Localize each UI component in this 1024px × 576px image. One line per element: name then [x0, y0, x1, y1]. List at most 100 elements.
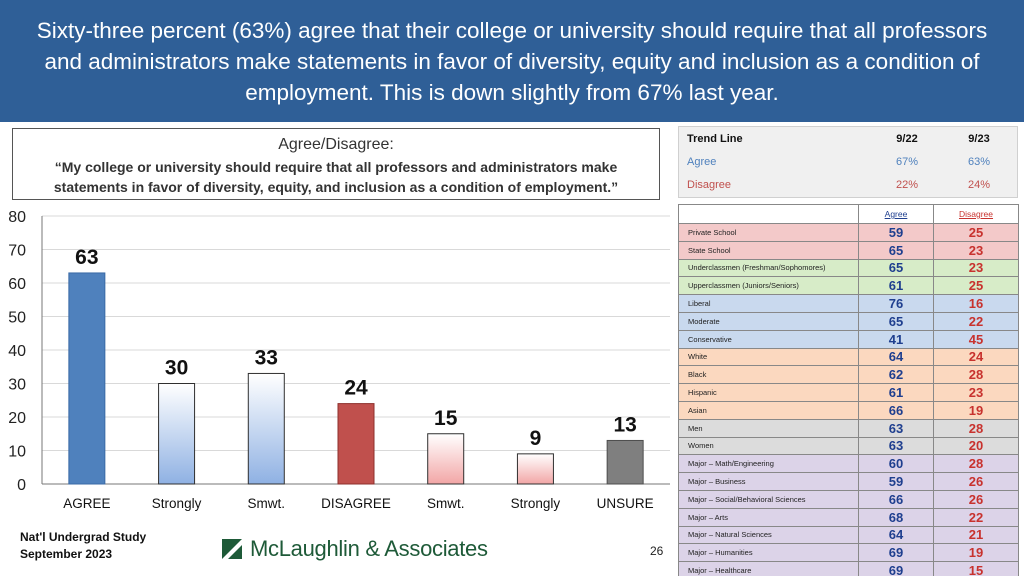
subgroup-agree-value: 66 — [858, 489, 934, 509]
subgroup-row: Major – Social/Behavioral Sciences 66 26 — [678, 489, 1019, 509]
subgroup-agree-value: 62 — [858, 365, 934, 385]
study-date: September 2023 — [20, 547, 113, 561]
headline-line-2: and administrators make statements in fa… — [44, 48, 980, 74]
trend-disagree-v1: 22% — [895, 179, 919, 191]
bar — [337, 403, 375, 485]
subgroup-label: Asian — [678, 400, 859, 420]
y-tick-label: 10 — [8, 444, 26, 461]
subgroup-table: Agree Disagree Private School 59 25 State S… — [678, 204, 1019, 576]
x-category-label: AGREE — [63, 496, 110, 511]
subgroup-disagree-value: 28 — [933, 454, 1019, 474]
logo-mark-icon — [222, 539, 242, 559]
subgroup-disagree-value: 45 — [933, 329, 1019, 349]
subgroup-label: Private School — [678, 223, 859, 242]
subgroup-disagree-value: 15 — [933, 561, 1019, 576]
trend-col-1: 9/22 — [896, 133, 918, 145]
subgroup-label: Major – Natural Sciences — [678, 525, 859, 545]
question-line-1: “My college or university should require… — [54, 159, 618, 175]
subgroup-row: Major – Healthcare 69 15 — [678, 561, 1019, 576]
x-category-label: Strongly — [152, 496, 202, 511]
subgroup-row: State School 65 23 — [678, 240, 1019, 260]
trend-header-row: Trend Line 9/22 9/23 — [679, 129, 1017, 151]
subgroup-label: Conservative — [678, 329, 859, 349]
subgroup-row: Conservative 41 45 — [678, 329, 1019, 349]
subgroup-row: Liberal 76 16 — [678, 294, 1019, 313]
question-title: Agree/Disagree: — [278, 136, 394, 153]
subgroup-agree-value: 65 — [858, 311, 934, 331]
y-tick-label: 50 — [8, 310, 26, 327]
subgroup-row: Private School 59 25 — [678, 223, 1019, 242]
bar — [158, 383, 196, 485]
subgroup-row: Upperclassmen (Juniors/Seniors) 61 25 — [678, 276, 1019, 296]
subgroup-disagree-value: 22 — [933, 311, 1019, 331]
subgroup-label: Black — [678, 365, 859, 385]
y-tick-label: 70 — [8, 243, 26, 260]
subgroup-label: Liberal — [678, 294, 859, 313]
subgroup-agree-value: 63 — [858, 418, 934, 438]
bar — [516, 453, 554, 485]
trend-agree-label: Agree — [687, 156, 717, 168]
subgroup-label: Underclassmen (Freshman/Sophomores) — [678, 258, 859, 278]
subgroup-header-row: Agree Disagree — [678, 204, 1019, 224]
subgroup-rows: Private School 59 25 State School 65 23 Underc… — [678, 223, 1019, 576]
subgroup-agree-value: 76 — [858, 294, 934, 313]
trend-col-2: 9/23 — [968, 133, 990, 145]
bar-value-label: 30 — [165, 357, 188, 380]
subgroup-row: Men 63 28 — [678, 418, 1019, 438]
subgroup-label: Moderate — [678, 311, 859, 331]
y-tick-label: 80 — [8, 209, 26, 226]
question-line-2: statements in favor of diversity, equity… — [53, 179, 619, 195]
subgroup-disagree-value: 25 — [933, 223, 1019, 242]
subgroup-disagree-value: 26 — [933, 489, 1019, 509]
trend-disagree-label: Disagree — [687, 179, 732, 191]
subgroup-row: Major – Business 59 26 — [678, 472, 1019, 491]
subgroup-row: Major – Humanities 69 19 — [678, 543, 1019, 563]
x-axis-labels: AGREE Strongly Smwt. DISAGREE Smwt. Strongly U… — [63, 496, 653, 511]
trend-agree-v2: 63% — [967, 156, 991, 168]
subgroup-agree-value: 64 — [858, 525, 934, 545]
subgroup-disagree-value: 28 — [933, 365, 1019, 385]
subgroup-disagree-value: 23 — [933, 383, 1019, 402]
x-category-label: Smwt. — [427, 496, 465, 511]
chart-bars — [68, 272, 644, 485]
y-axis-ticks: 0 10 20 30 40 50 60 70 80 — [8, 209, 26, 494]
bar — [427, 433, 465, 485]
trend-title: Trend Line — [687, 133, 743, 145]
subgroup-row: Underclassmen (Freshman/Sophomores) 65 23 — [678, 258, 1019, 278]
subgroup-disagree-value: 24 — [933, 347, 1019, 367]
y-tick-label: 60 — [8, 276, 26, 293]
y-tick-label: 30 — [8, 377, 26, 394]
subgroup-disagree-value: 20 — [933, 436, 1019, 456]
subgroup-agree-value: 63 — [858, 436, 934, 456]
page-number: 26 — [650, 544, 664, 558]
x-category-label: DISAGREE — [321, 496, 391, 511]
subgroup-disagree-value: 22 — [933, 507, 1019, 527]
subgroup-row: White 64 24 — [678, 347, 1019, 367]
subgroup-label: Major – Humanities — [678, 543, 859, 563]
headline-banner: Sixty-three percent (63%) agree that the… — [0, 0, 1024, 122]
subgroup-agree-value: 65 — [858, 258, 934, 278]
question-text: “My college or university should require… — [13, 157, 659, 197]
x-category-label: Smwt. — [248, 496, 286, 511]
subgroup-agree-value: 66 — [858, 400, 934, 420]
company-logo: McLaughlin & Associates — [222, 536, 488, 562]
bar-value-label: 24 — [344, 377, 368, 400]
bar-chart: 0 10 20 30 40 50 60 70 80 63 30 33 24 15 9 13 AGREE Str… — [8, 209, 670, 511]
bar — [606, 439, 644, 485]
headline-line-1: Sixty-three percent (63%) agree that the… — [36, 17, 988, 43]
subgroup-agree-header: Agree — [858, 204, 934, 224]
subgroup-row: Asian 66 19 — [678, 400, 1019, 420]
subgroup-agree-value: 69 — [858, 561, 934, 576]
subgroup-agree-value: 61 — [858, 276, 934, 296]
subgroup-label: Major – Social/Behavioral Sciences — [678, 489, 859, 509]
trend-agree-v1: 67% — [895, 156, 919, 168]
study-name: Nat'l Undergrad Study — [20, 530, 147, 544]
subgroup-row: Black 62 28 — [678, 365, 1019, 385]
subgroup-row: Major – Natural Sciences 64 21 — [678, 525, 1019, 545]
trend-agree-row: Agree 67% 63% — [679, 152, 1017, 174]
chart-gridlines — [41, 215, 670, 485]
subgroup-label: White — [678, 347, 859, 367]
bar-data-labels: 63 30 33 24 15 9 13 — [75, 246, 637, 450]
subgroup-label-header — [678, 204, 859, 224]
subgroup-label: Major – Business — [678, 472, 859, 491]
